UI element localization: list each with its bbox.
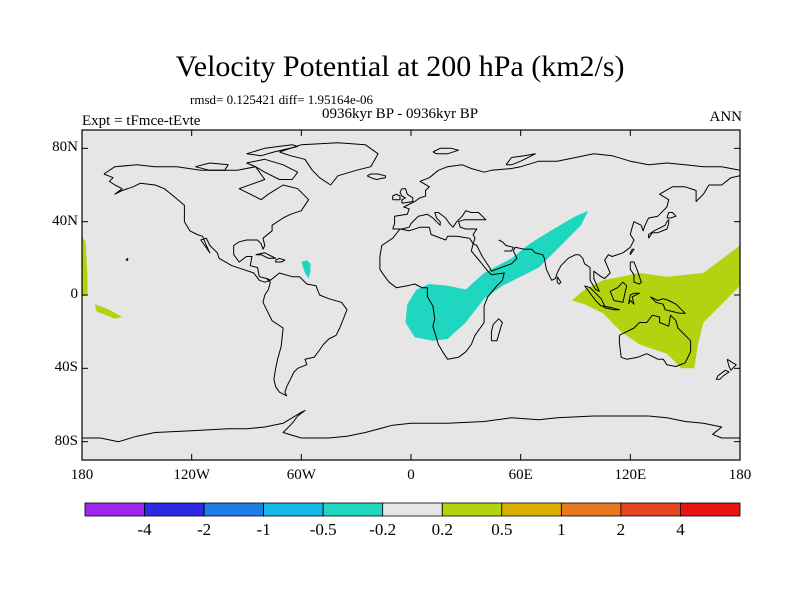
lat-tick-label: 0 bbox=[70, 286, 79, 302]
plot-title: Velocity Potential at 200 hPa (km2/s) bbox=[175, 50, 625, 83]
colorbar-label: 2 bbox=[616, 520, 626, 539]
colorbar-swatch bbox=[144, 502, 205, 517]
coastline-greenland bbox=[279, 142, 379, 186]
colorbar-swatch bbox=[501, 502, 562, 517]
colorbar-label: -4 bbox=[137, 520, 152, 539]
coastline-baffin-island bbox=[246, 158, 299, 180]
coastline-south-america bbox=[262, 272, 348, 397]
lon-tick-label: 120E bbox=[614, 467, 647, 483]
coastline-new-zealand-south bbox=[715, 369, 730, 380]
colorbar-label: -0.5 bbox=[309, 520, 337, 539]
coastline-new-guinea bbox=[650, 296, 686, 314]
coastline-hokkaido bbox=[666, 212, 677, 219]
coastline-victoria-island bbox=[195, 162, 229, 171]
coastline-australia bbox=[618, 314, 692, 367]
colorbar-swatch bbox=[382, 502, 443, 517]
lon-tick-label: 60E bbox=[508, 467, 533, 483]
coastline-africa bbox=[379, 226, 505, 360]
colorbar-swatch bbox=[263, 502, 324, 517]
coastline-hawaii bbox=[125, 257, 129, 261]
lat-tick-label: 80S bbox=[54, 432, 78, 449]
lat-tick-label: 40N bbox=[52, 212, 78, 229]
coastline-great-britain bbox=[399, 188, 414, 204]
coastline-taiwan bbox=[629, 248, 635, 255]
colorbar-swatch bbox=[620, 502, 681, 517]
colorbar-label: -2 bbox=[196, 520, 212, 539]
coastline-java bbox=[602, 305, 620, 311]
field-layer bbox=[82, 210, 740, 369]
colorbar-label: 0.5 bbox=[491, 520, 513, 539]
coastline-antarctica bbox=[82, 410, 740, 443]
colorbar-swatch bbox=[680, 502, 741, 517]
coastline-sulawesi bbox=[628, 292, 640, 305]
colorbar-swatch bbox=[441, 502, 503, 517]
lat-tick-label: 80N bbox=[52, 139, 78, 156]
colorbar-label: -0.2 bbox=[369, 520, 397, 539]
colorbar bbox=[84, 502, 741, 517]
lat-tick-label: 40S bbox=[54, 359, 78, 376]
coastline-novaya-zemlya bbox=[505, 153, 536, 166]
stats-text: rmsd= 0.125421 diff= 1.95164e-06 bbox=[190, 92, 374, 107]
dateline-south-positive-region bbox=[94, 304, 123, 319]
season-label: ANN bbox=[709, 109, 743, 125]
coastline-borneo bbox=[609, 281, 628, 303]
maritime-continent-positive-region bbox=[571, 245, 740, 369]
colorbar-swatch bbox=[203, 502, 265, 517]
coastline-north-america bbox=[103, 164, 310, 283]
period-label: 0936kyr BP - 0936kyr BP bbox=[321, 106, 479, 122]
lon-tick-label: 180 bbox=[728, 467, 752, 483]
lon-tick-label: 180 bbox=[70, 467, 94, 483]
coastline-arabian-gulf bbox=[498, 239, 514, 252]
coastline-new-zealand-north bbox=[726, 358, 737, 371]
coastline-madagascar bbox=[490, 318, 503, 342]
colorbar-label: 1 bbox=[557, 520, 566, 539]
colorbar-label: -1 bbox=[256, 520, 271, 539]
coastline-sri-lanka bbox=[556, 276, 562, 285]
colorbar-label: 0.2 bbox=[431, 520, 453, 539]
experiment-label: Expt = tFmce-tEvte bbox=[82, 113, 201, 129]
colorbar-swatch bbox=[84, 502, 145, 517]
coastline-cuba bbox=[255, 252, 277, 259]
coastline-hispaniola bbox=[275, 257, 286, 263]
coastline-svalbard bbox=[432, 147, 459, 155]
coastline-eurasia bbox=[392, 153, 740, 292]
colorbar-swatch bbox=[322, 502, 384, 517]
coastline-ireland bbox=[392, 193, 401, 201]
lon-tick-label: 120W bbox=[173, 467, 210, 483]
colorbar-label: 4 bbox=[676, 520, 685, 539]
lon-tick-label: 0 bbox=[407, 467, 415, 483]
caribbean-negative-region bbox=[301, 260, 311, 279]
coastline-japan bbox=[648, 219, 670, 239]
coastline-layer bbox=[82, 142, 740, 443]
colorbar-swatch bbox=[561, 502, 622, 517]
axis-ticks bbox=[81, 130, 741, 460]
coastline-philippines bbox=[629, 261, 642, 285]
dateline-north-positive-region bbox=[82, 236, 88, 297]
coastline-iceland bbox=[366, 173, 386, 180]
africa-indian-negative-region bbox=[405, 210, 589, 341]
lon-tick-label: 60W bbox=[286, 467, 316, 483]
coastline-ellesmere-island bbox=[246, 144, 299, 157]
